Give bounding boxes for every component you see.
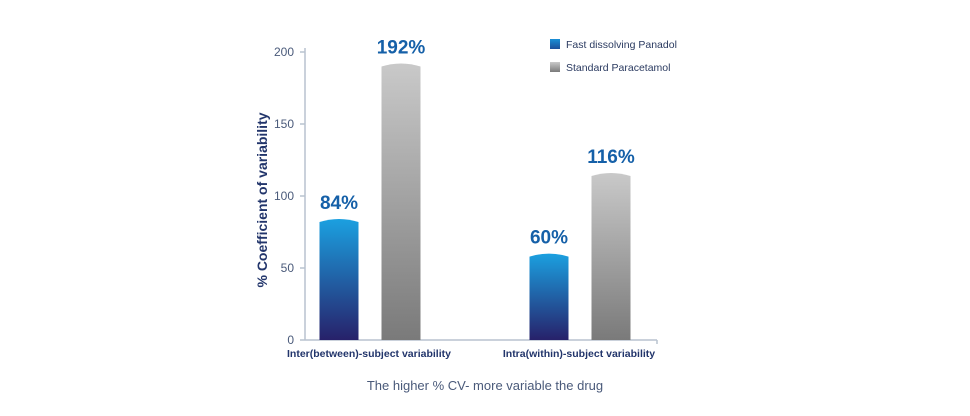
legend-label: Standard Paracetamol: [566, 62, 670, 74]
data-label: 116%: [587, 147, 635, 168]
data-label: 192%: [377, 38, 426, 59]
category-label: Intra(within)-subject variability: [503, 348, 655, 360]
bar: [319, 219, 359, 340]
y-tick-label: 0: [287, 333, 294, 347]
y-tick-label: 200: [274, 45, 294, 59]
legend-swatch: [550, 62, 560, 72]
bar: [381, 63, 421, 341]
legend-swatch: [550, 39, 560, 49]
category-label: Inter(between)-subject variability: [287, 348, 451, 360]
legend-label: Fast dissolving Panadol: [566, 39, 677, 51]
footnote: The higher % CV- more variable the drug: [367, 378, 603, 393]
bar: [591, 172, 631, 340]
data-label: 60%: [530, 228, 568, 249]
data-label: 84%: [320, 193, 358, 214]
bar: [529, 253, 569, 340]
y-tick-label: 100: [274, 189, 294, 203]
y-tick-label: 50: [281, 261, 295, 275]
y-tick-label: 150: [274, 117, 294, 131]
y-axis-label: % Coefficient of variability: [254, 112, 270, 287]
